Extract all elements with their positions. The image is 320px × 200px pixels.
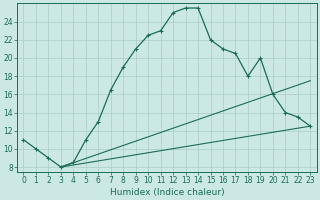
X-axis label: Humidex (Indice chaleur): Humidex (Indice chaleur) xyxy=(109,188,224,197)
